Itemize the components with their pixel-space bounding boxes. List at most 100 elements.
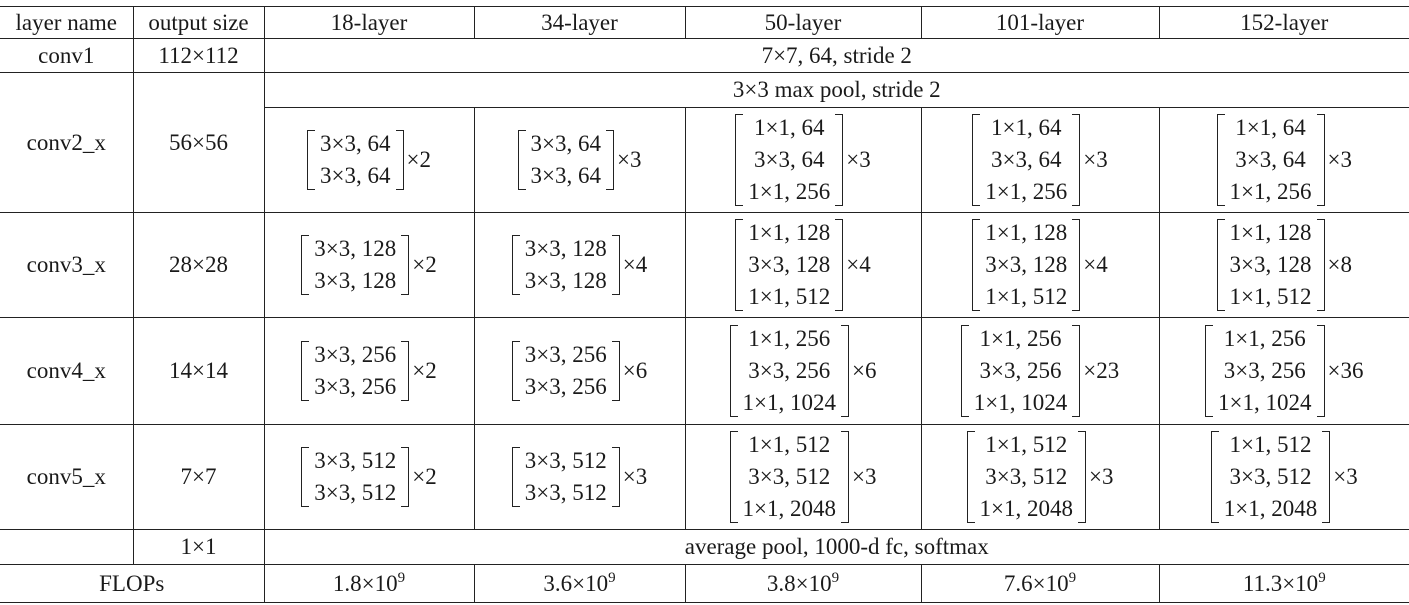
block-cell: 3×3, 128 3×3, 128 ×4 xyxy=(473,212,686,318)
block-layer-spec: 1×1, 256 xyxy=(1223,326,1306,351)
conv5-row: conv5_x 7×7 3×3, 512 3×3, 512 ×2 3×3, 512 3… xyxy=(0,424,1409,530)
block-layer-spec: 3×3, 64 xyxy=(991,147,1062,172)
block-repeat-count: ×2 xyxy=(412,464,437,489)
block-layer-spec: 1×1, 512 xyxy=(1229,432,1312,457)
residual-block: 3×3, 256 3×3, 256 ×6 xyxy=(511,339,647,403)
block-cell: 3×3, 64 3×3, 64 ×2 xyxy=(264,107,475,213)
layer-name-cell: conv4_x xyxy=(0,317,134,425)
resnet-architecture-table: layer name output size 18-layer 34-layer… xyxy=(0,6,1409,603)
block-cell: 1×1, 256 3×3, 256 1×1, 1024 ×36 xyxy=(1158,317,1409,425)
block-cell: 1×1, 256 3×3, 256 1×1, 1024 ×6 xyxy=(684,317,922,425)
header-18-layer: 18-layer xyxy=(263,6,475,39)
conv1-row: conv1 112×112 7×7, 64, stride 2 xyxy=(0,38,1409,73)
flops-value: 3.8×109 xyxy=(684,564,922,603)
block-layer-spec: 3×3, 128 xyxy=(985,252,1068,277)
residual-block: 1×1, 128 3×3, 128 1×1, 512 ×4 xyxy=(735,217,871,313)
residual-block: 3×3, 512 3×3, 512 ×2 xyxy=(301,445,437,509)
block-layer-spec: 3×3, 128 xyxy=(1229,252,1312,277)
header-50-layer: 50-layer xyxy=(684,6,922,39)
residual-block: 1×1, 64 3×3, 64 1×1, 256 ×3 xyxy=(972,112,1108,208)
block-bracket: 1×1, 64 3×3, 64 1×1, 256 xyxy=(1216,112,1325,208)
residual-block: 1×1, 256 3×3, 256 1×1, 1024 ×36 xyxy=(1205,323,1363,419)
header-34-layer: 34-layer xyxy=(473,6,686,39)
header-layer-name: layer name xyxy=(0,6,134,39)
block-layer-spec: 1×1, 256 xyxy=(985,179,1068,204)
block-layer-spec: 3×3, 64 xyxy=(754,147,825,172)
conv1-spec: 7×7, 64, stride 2 xyxy=(263,38,1409,73)
architecture-table-wrapper: layer name output size 18-layer 34-layer… xyxy=(0,6,1409,603)
layer-name-cell: conv2_x xyxy=(0,72,134,213)
fc-spec: average pool, 1000-d fc, softmax xyxy=(263,529,1409,565)
block-layer-spec: 1×1, 64 xyxy=(1235,115,1306,140)
block-bracket: 3×3, 256 3×3, 256 xyxy=(301,339,410,403)
block-layer-spec: 1×1, 1024 xyxy=(742,390,836,415)
block-repeat-count: ×2 xyxy=(406,147,431,172)
residual-block: 3×3, 256 3×3, 256 ×2 xyxy=(301,339,437,403)
residual-block: 1×1, 512 3×3, 512 1×1, 2048 ×3 xyxy=(729,429,877,525)
block-layer-spec: 3×3, 128 xyxy=(314,236,397,261)
header-row: layer name output size 18-layer 34-layer… xyxy=(0,6,1409,39)
flops-row: FLOPs 1.8×109 3.6×109 3.8×109 7.6×109 11… xyxy=(0,564,1409,603)
flops-label: FLOPs xyxy=(0,564,265,603)
residual-block: 1×1, 128 3×3, 128 1×1, 512 ×8 xyxy=(1216,217,1352,313)
block-bracket: 3×3, 64 3×3, 64 xyxy=(517,128,615,192)
block-layer-spec: 3×3, 512 xyxy=(985,464,1068,489)
maxpool-spec: 3×3 max pool, stride 2 xyxy=(263,72,1409,108)
block-bracket: 1×1, 128 3×3, 128 1×1, 512 xyxy=(735,217,844,313)
block-bracket: 1×1, 512 3×3, 512 1×1, 2048 xyxy=(966,429,1087,525)
block-layer-spec: 3×3, 64 xyxy=(320,131,391,156)
block-repeat-count: ×3 xyxy=(617,147,642,172)
block-repeat-count: ×3 xyxy=(846,147,871,172)
block-layer-spec: 3×3, 64 xyxy=(530,131,601,156)
block-cell: 1×1, 512 3×3, 512 1×1, 2048 ×3 xyxy=(1158,424,1409,530)
block-repeat-count: ×4 xyxy=(622,252,648,277)
block-bracket: 1×1, 512 3×3, 512 1×1, 2048 xyxy=(1210,429,1331,525)
block-repeat-count: ×3 xyxy=(852,464,877,489)
output-size-cell: 28×28 xyxy=(132,212,265,318)
residual-block: 1×1, 256 3×3, 256 1×1, 1024 ×23 xyxy=(960,323,1119,419)
block-repeat-count: ×3 xyxy=(1089,464,1114,489)
block-layer-spec: 1×1, 64 xyxy=(754,115,825,140)
layer-name-cell: conv3_x xyxy=(0,212,134,318)
block-cell: 3×3, 128 3×3, 128 ×2 xyxy=(263,212,475,318)
block-layer-spec: 1×1, 2048 xyxy=(979,496,1073,521)
output-size-cell: 56×56 xyxy=(132,72,265,213)
block-cell: 3×3, 256 3×3, 256 ×6 xyxy=(473,317,686,425)
block-layer-spec: 1×1, 128 xyxy=(985,220,1068,245)
block-cell: 1×1, 64 3×3, 64 1×1, 256 ×3 xyxy=(920,107,1160,213)
block-cell: 1×1, 128 3×3, 128 1×1, 512 ×4 xyxy=(920,212,1160,318)
block-bracket: 1×1, 256 3×3, 256 1×1, 1024 xyxy=(729,323,850,419)
block-cell: 1×1, 64 3×3, 64 1×1, 256 ×3 xyxy=(1158,107,1409,213)
block-bracket: 1×1, 512 3×3, 512 1×1, 2048 xyxy=(729,429,850,525)
conv3-row: conv3_x 28×28 3×3, 128 3×3, 128 ×2 3×3, 12… xyxy=(0,212,1409,318)
block-cell: 3×3, 256 3×3, 256 ×2 xyxy=(263,317,475,425)
conv4-row: conv4_x 14×14 3×3, 256 3×3, 256 ×2 3×3, 25… xyxy=(0,317,1409,425)
block-bracket: 1×1, 128 3×3, 128 1×1, 512 xyxy=(1216,217,1325,313)
output-size-cell: 14×14 xyxy=(132,317,265,425)
block-layer-spec: 3×3, 128 xyxy=(524,268,607,293)
block-layer-spec: 1×1, 512 xyxy=(985,432,1068,457)
block-cell: 1×1, 64 3×3, 64 1×1, 256 ×3 xyxy=(684,107,922,213)
block-repeat-count: ×3 xyxy=(1083,147,1108,172)
flops-value: 3.6×109 xyxy=(473,564,686,603)
block-repeat-count: ×3 xyxy=(1333,464,1358,489)
block-cell: 3×3, 64 3×3, 64 ×3 xyxy=(473,107,686,213)
block-repeat-count: ×4 xyxy=(1083,252,1108,277)
block-layer-spec: 3×3, 512 xyxy=(524,480,607,505)
block-layer-spec: 3×3, 64 xyxy=(1235,147,1306,172)
residual-block: 1×1, 64 3×3, 64 1×1, 256 ×3 xyxy=(735,112,871,208)
block-layer-spec: 3×3, 256 xyxy=(524,374,607,399)
block-cell: 3×3, 512 3×3, 512 ×2 xyxy=(263,424,475,530)
residual-block: 3×3, 128 3×3, 128 ×2 xyxy=(301,233,437,297)
header-output-size: output size xyxy=(132,6,265,39)
block-bracket: 3×3, 256 3×3, 256 xyxy=(511,339,620,403)
block-layer-spec: 3×3, 128 xyxy=(314,268,397,293)
block-bracket: 3×3, 128 3×3, 128 xyxy=(511,233,620,297)
conv2-blocks-row: 3×3, 64 3×3, 64 ×2 3×3, 64 3×3, 64 ×3 1×1, 6… xyxy=(0,107,1409,213)
block-layer-spec: 3×3, 128 xyxy=(748,252,831,277)
output-size-cell: 112×112 xyxy=(132,38,265,73)
block-repeat-count: ×3 xyxy=(622,464,648,489)
block-repeat-count: ×4 xyxy=(846,252,871,277)
block-layer-spec: 1×1, 128 xyxy=(748,220,831,245)
block-cell: 1×1, 128 3×3, 128 1×1, 512 ×4 xyxy=(684,212,922,318)
